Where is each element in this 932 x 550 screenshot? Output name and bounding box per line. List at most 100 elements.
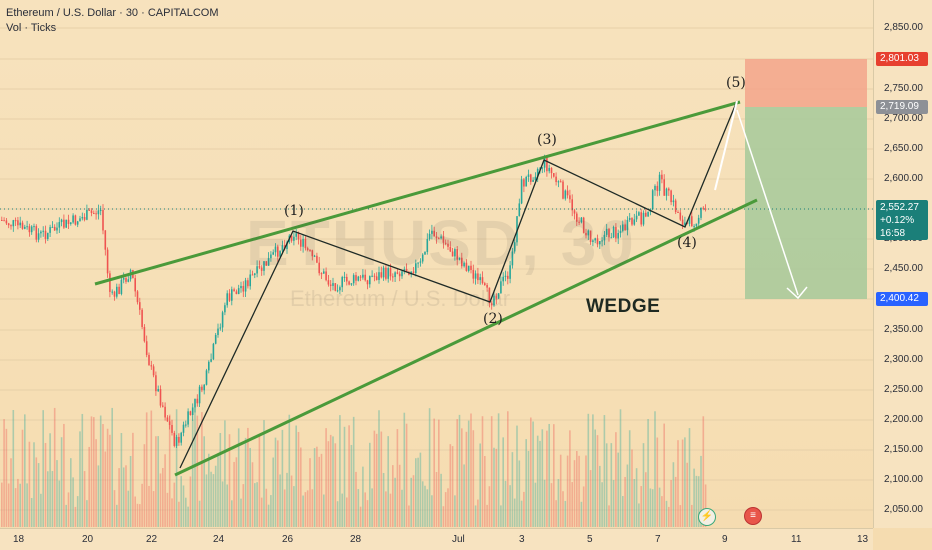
candle-body[interactable] [697, 217, 700, 224]
candle-body[interactable] [640, 212, 642, 225]
candle-body[interactable] [421, 254, 424, 262]
candle-body[interactable] [615, 227, 617, 239]
candle-body[interactable] [626, 219, 629, 231]
candle-body[interactable] [656, 185, 659, 191]
candle-body[interactable] [60, 219, 63, 223]
candle-body[interactable] [168, 421, 171, 425]
candle-body[interactable] [435, 236, 438, 239]
candle-body[interactable] [47, 232, 49, 240]
candle-body[interactable] [562, 181, 564, 199]
candle-body[interactable] [33, 226, 35, 228]
candle-body[interactable] [497, 293, 500, 299]
candle-body[interactable] [695, 223, 698, 227]
candle-body[interactable] [490, 303, 493, 306]
candle-body[interactable] [150, 365, 153, 367]
candle-body[interactable] [603, 234, 606, 241]
volume-indicator-label[interactable]: Vol · Ticks [6, 22, 57, 34]
candle-body[interactable] [647, 211, 649, 217]
candle-body[interactable] [389, 268, 392, 277]
candle-body[interactable] [318, 262, 320, 274]
elliott-wave-path[interactable] [179, 100, 738, 469]
candle-body[interactable] [270, 254, 272, 259]
candle-body[interactable] [26, 226, 28, 228]
candle-body[interactable] [355, 275, 357, 281]
candle-body[interactable] [74, 215, 77, 225]
candle-body[interactable] [465, 262, 468, 271]
candle-body[interactable] [617, 233, 619, 239]
stop-loss-zone[interactable] [745, 59, 867, 107]
candle-body[interactable] [277, 246, 279, 257]
candle-body[interactable] [19, 222, 21, 226]
lightning-icon[interactable]: ⚡ [698, 508, 716, 526]
candle-body[interactable] [148, 354, 150, 366]
candle-body[interactable] [242, 285, 245, 292]
candle-body[interactable] [203, 384, 205, 391]
candle-body[interactable] [189, 411, 192, 416]
candle-body[interactable] [12, 220, 15, 227]
candle-body[interactable] [210, 359, 212, 362]
candle-body[interactable] [162, 405, 164, 407]
candle-body[interactable] [139, 302, 141, 310]
candle-body[interactable] [438, 238, 440, 240]
candle-body[interactable] [5, 220, 8, 224]
candle-body[interactable] [362, 274, 364, 278]
candle-body[interactable] [339, 287, 341, 291]
candle-body[interactable] [461, 257, 463, 267]
candle-body[interactable] [191, 407, 194, 416]
candle-body[interactable] [668, 188, 670, 191]
candle-body[interactable] [316, 255, 318, 263]
candle-body[interactable] [118, 286, 120, 294]
candle-body[interactable] [681, 219, 684, 226]
candle-body[interactable] [166, 417, 169, 422]
candle-body[interactable] [178, 436, 180, 443]
candle-body[interactable] [553, 173, 555, 177]
candle-body[interactable] [472, 269, 475, 279]
candle-body[interactable] [256, 266, 258, 274]
candle-body[interactable] [208, 361, 210, 371]
candle-body[interactable] [198, 386, 201, 404]
candle-body[interactable] [254, 273, 256, 275]
candle-body[interactable] [341, 277, 343, 288]
candle-body[interactable] [21, 222, 24, 229]
candle-body[interactable] [580, 217, 583, 223]
candle-body[interactable] [346, 276, 348, 282]
candle-body[interactable] [665, 188, 668, 196]
candle-body[interactable] [684, 222, 686, 226]
candle-body[interactable] [334, 283, 337, 291]
candle-body[interactable] [700, 207, 702, 218]
candle-body[interactable] [599, 241, 601, 245]
candle-body[interactable] [474, 273, 477, 279]
candle-body[interactable] [235, 291, 238, 295]
candle-body[interactable] [93, 213, 95, 215]
candle-body[interactable] [509, 265, 511, 279]
candle-body[interactable] [403, 268, 406, 272]
candle-body[interactable] [578, 221, 580, 223]
candle-body[interactable] [134, 278, 136, 292]
candle-body[interactable] [302, 238, 304, 247]
candle-body[interactable] [113, 291, 116, 297]
candle-body[interactable] [352, 275, 355, 284]
candle-body[interactable] [320, 273, 323, 275]
take-profit-zone[interactable] [745, 107, 867, 299]
candle-body[interactable] [304, 238, 307, 249]
candle-body[interactable] [401, 271, 403, 277]
candle-body[interactable] [219, 327, 222, 329]
candle-body[interactable] [274, 246, 277, 253]
candle-body[interactable] [76, 221, 79, 225]
candle-body[interactable] [180, 432, 182, 443]
candle-body[interactable] [286, 242, 288, 250]
candle-body[interactable] [571, 199, 573, 211]
wedge-upper-line[interactable] [94, 100, 741, 286]
candle-body[interactable] [357, 276, 360, 281]
candle-body[interactable] [398, 273, 401, 277]
candle-body[interactable] [608, 228, 610, 238]
candle-body[interactable] [258, 266, 261, 268]
candle-body[interactable] [550, 167, 553, 174]
candle-body[interactable] [417, 262, 419, 264]
candle-body[interactable] [431, 230, 433, 234]
candle-body[interactable] [247, 280, 249, 287]
candle-body[interactable] [424, 251, 426, 255]
candle-body[interactable] [394, 272, 396, 277]
candle-body[interactable] [573, 210, 576, 214]
candle-body[interactable] [194, 398, 196, 408]
